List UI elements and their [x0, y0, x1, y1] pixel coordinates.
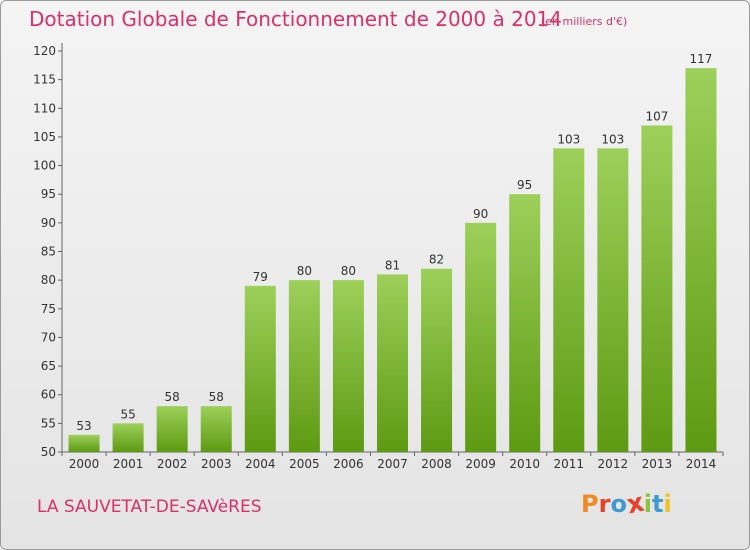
y-tick-label: 80 — [41, 273, 56, 287]
x-tick-label: 2002 — [157, 457, 188, 471]
y-tick-label: 115 — [33, 73, 56, 87]
bar-2009 — [465, 222, 497, 452]
bar-2005 — [288, 280, 320, 452]
bar-value-label: 80 — [341, 264, 356, 278]
bar-value-label: 58 — [165, 390, 180, 404]
logo-letter: P — [581, 490, 599, 518]
y-tick-label: 90 — [41, 216, 56, 230]
bar-2007 — [377, 274, 408, 452]
bar-value-label: 79 — [253, 270, 268, 284]
commune-name: LA SAUVETAT-DE-SAVèRES — [37, 497, 262, 517]
x-tick-label: 2012 — [598, 457, 629, 471]
x-tick-label: 2003 — [201, 457, 232, 471]
bar-2001 — [112, 423, 144, 452]
x-tick-label: 2010 — [509, 457, 540, 471]
bar-2008 — [421, 268, 453, 452]
bar-value-label: 117 — [690, 52, 713, 66]
x-tick-label: 2000 — [69, 457, 100, 471]
bar-value-label: 103 — [557, 132, 580, 146]
x-tick-label: 2001 — [113, 457, 144, 471]
x-tick-label: 2005 — [289, 457, 320, 471]
y-tick-label: 85 — [41, 245, 56, 259]
bar-2006 — [332, 280, 364, 452]
bar-2012 — [597, 148, 629, 452]
logo-letter: i — [663, 490, 672, 518]
bar-value-label: 53 — [76, 419, 91, 433]
y-tick-label: 65 — [41, 359, 56, 373]
logo-letter: t — [651, 490, 664, 518]
chart-labels: 53 2000 55 2001 58 2002 58 2003 79 2004 80 2005 80 20… — [69, 52, 716, 471]
chart-bars — [68, 68, 717, 452]
bar-2011 — [553, 148, 585, 452]
bar-2000 — [68, 434, 100, 452]
y-tick-label: 55 — [41, 416, 56, 430]
bar-value-label: 58 — [209, 390, 224, 404]
bar-value-label: 82 — [429, 253, 444, 267]
y-tick-label: 110 — [33, 101, 56, 115]
bar-value-label: 55 — [120, 407, 135, 421]
logo-letter: r — [598, 490, 611, 518]
x-tick-label: 2007 — [377, 457, 408, 471]
y-tick-label: 120 — [33, 44, 56, 58]
bar-2010 — [509, 194, 541, 452]
x-tick-label: 2009 — [465, 457, 496, 471]
x-tick-label: 2006 — [333, 457, 364, 471]
bar-2013 — [641, 125, 673, 452]
bar-2002 — [156, 406, 188, 452]
logo-letter: i — [643, 490, 652, 518]
y-tick-label: 95 — [41, 187, 56, 201]
bar-value-label: 90 — [473, 207, 488, 221]
bar-2003 — [200, 406, 232, 452]
bar-value-label: 103 — [601, 132, 624, 146]
bar-2004 — [244, 285, 276, 452]
logo-letter: o — [610, 490, 627, 518]
bar-2014 — [685, 68, 717, 452]
bar-value-label: 107 — [645, 109, 668, 123]
x-tick-label: 2008 — [421, 457, 452, 471]
x-tick-label: 2011 — [553, 457, 584, 471]
y-tick-label: 50 — [41, 445, 56, 459]
x-tick-label: 2004 — [245, 457, 276, 471]
x-tick-label: 2013 — [642, 457, 673, 471]
bar-value-label: 80 — [297, 264, 312, 278]
y-tick-label: 105 — [33, 130, 56, 144]
chart-title: Dotation Globale de Fonctionnement de 20… — [29, 7, 562, 31]
proxiti-logo: Proxiti — [581, 488, 672, 521]
y-tick-label: 70 — [41, 330, 56, 344]
bar-value-label: 95 — [517, 178, 532, 192]
y-tick-label: 75 — [41, 302, 56, 316]
y-tick-label: 60 — [41, 388, 56, 402]
chart-subtitle: (en milliers d'€) — [541, 15, 628, 28]
y-tick-label: 100 — [33, 159, 56, 173]
bar-value-label: 81 — [385, 258, 400, 272]
chart-axes: 50 55 60 65 70 75 80 85 90 95 100 105 110 115 120 — [33, 43, 724, 459]
x-tick-label: 2014 — [686, 457, 717, 471]
